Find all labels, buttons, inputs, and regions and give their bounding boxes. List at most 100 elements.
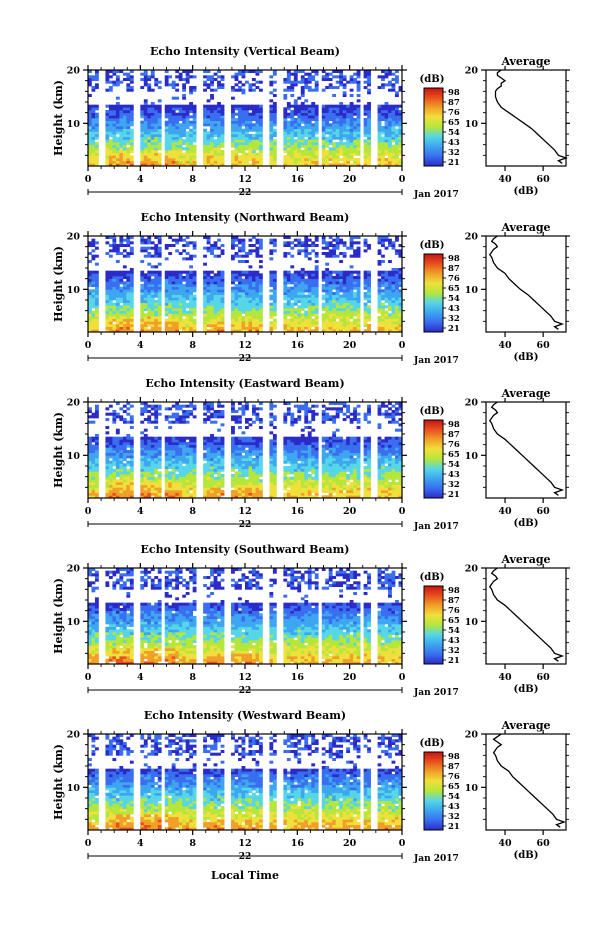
heatmap-cell [175,123,180,127]
heatmap-cell [154,142,159,146]
heatmap-cell [258,142,263,146]
heatmap-cell [164,276,169,280]
heatmap-cell [210,281,214,285]
heatmap-cell [164,158,169,162]
heatmap-cell [290,152,295,156]
heatmap-cell [384,278,389,282]
heatmap-cell [332,292,337,296]
heatmap-cell [290,128,295,132]
heatmap-cell [283,120,288,124]
heatmap-cell [325,326,330,330]
heatmap-cell [143,126,148,130]
heatmap-cell [192,305,197,309]
heatmap-cell [307,120,312,124]
heatmap-cell [388,144,392,148]
heatmap-cell [88,452,92,456]
heatmap-cell [251,110,256,114]
heatmap-cell [94,463,99,467]
heatmap-cell [119,452,124,456]
heatmap-cell [203,112,207,116]
heatmap-cell [297,289,302,293]
heatmap-cell [269,139,274,143]
heatmap-cell [129,297,134,301]
heatmap-cell [391,78,396,82]
heatmap-cell [304,297,309,301]
heatmap-cell [241,297,246,301]
heatmap-cell [108,300,113,304]
heatmap-cell [307,131,312,135]
heatmap-cell [335,273,340,277]
heatmap-cell [255,252,260,256]
heatmap-cell [150,310,155,314]
heatmap-cell [311,136,316,140]
heatmap-cell [119,444,124,448]
heatmap-cell [178,444,183,448]
heatmap-cell [231,254,235,258]
heatmap-cell [328,236,333,240]
heatmap-cell [143,276,148,280]
heatmap-cell [311,294,316,298]
heatmap-cell [129,452,134,456]
heatmap-cell [231,110,235,114]
heatmap-cell [157,305,162,309]
heatmap-cell [185,257,190,261]
heatmap-cell [388,305,392,309]
heatmap-cell [164,104,169,108]
heatmap-cell [115,120,120,124]
heatmap-cell [192,484,197,488]
heatmap-cell [171,326,176,330]
heatmap-cell [157,236,162,240]
heatmap-cell [353,107,357,111]
heatmap-cell [206,112,211,116]
heatmap-cell [213,466,218,470]
heatmap-cell [143,150,148,154]
heatmap-cell [290,294,295,298]
heatmap-cell [115,107,120,111]
heatmap-cell [210,326,214,330]
heatmap-cell [314,236,319,240]
heatmap-cell [321,246,326,250]
heatmap-cell [206,415,211,419]
heatmap-cell [234,284,239,288]
heatmap-cell [168,152,173,156]
heatmap-cell [210,482,214,486]
heatmap-cell [353,294,357,298]
heatmap-cell [154,460,159,464]
heatmap-cell [203,284,207,288]
heatmap-cell [356,70,361,74]
heatmap-cell [182,163,187,167]
heatmap-cell [293,118,298,122]
heatmap-cell [238,270,242,274]
heatmap-cell [126,136,131,140]
heatmap-cell [283,112,288,116]
heatmap-cell [339,300,344,304]
heatmap-cell [353,80,357,84]
heatmap-cell [300,134,305,138]
heatmap-cell [189,476,194,480]
heatmap-cell [248,88,253,92]
heatmap-cell [143,78,148,82]
heatmap-cell [325,78,330,82]
heatmap-cell [325,300,330,304]
heatmap-cell [377,110,382,114]
heatmap-cell [182,474,187,478]
heatmap-cell [353,284,357,288]
heatmap-cell [154,324,159,328]
heatmap-cell [241,128,246,132]
heatmap-cell [147,88,152,92]
date-label: Jan 2017 [413,190,459,200]
heatmap-cell [94,160,99,164]
heatmap-cell [367,273,371,277]
heatmap-cell [168,160,173,164]
heatmap-cell [381,316,385,320]
heatmap-cell [332,123,337,127]
heatmap-cell [126,126,131,130]
heatmap-cell [241,139,246,143]
heatmap-cell [234,254,239,258]
heatmap-cell [321,131,326,135]
heatmap-cell [171,123,176,127]
heatmap-cell [150,313,155,317]
heatmap-cell [140,495,145,499]
heatmap-cell [185,471,190,475]
heatmap-cell [255,158,260,162]
